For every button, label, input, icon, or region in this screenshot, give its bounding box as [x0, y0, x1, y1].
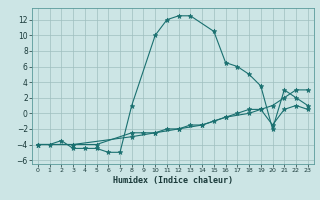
- X-axis label: Humidex (Indice chaleur): Humidex (Indice chaleur): [113, 176, 233, 185]
